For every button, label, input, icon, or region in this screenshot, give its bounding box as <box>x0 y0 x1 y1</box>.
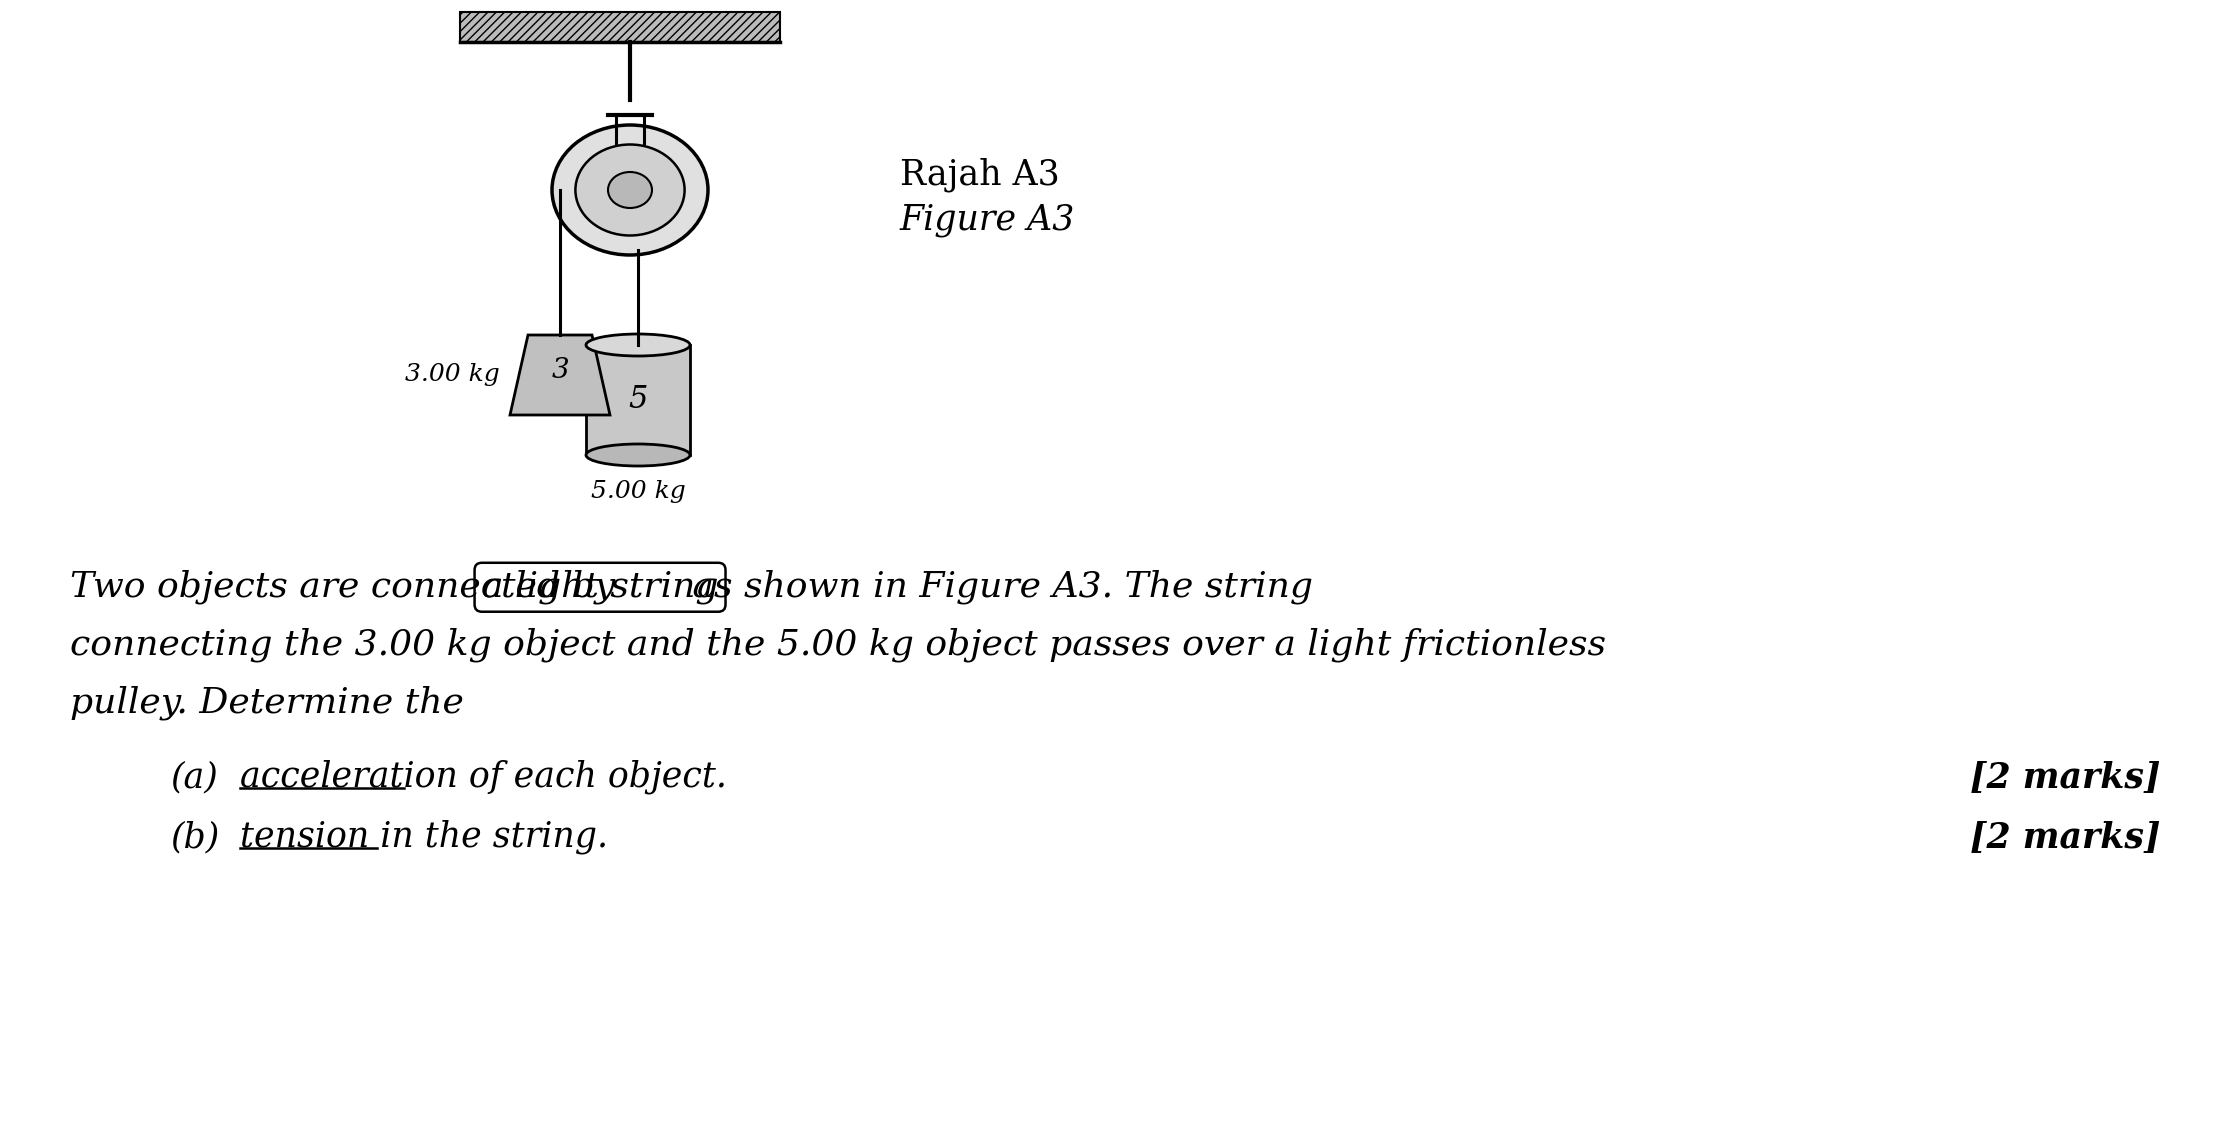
Text: 5: 5 <box>628 385 648 415</box>
Text: (a): (a) <box>169 760 218 794</box>
Text: Rajah A3: Rajah A3 <box>900 157 1060 192</box>
Bar <box>586 345 690 455</box>
Text: [2 marks]: [2 marks] <box>1969 820 2160 854</box>
Ellipse shape <box>575 145 684 235</box>
Bar <box>461 12 779 42</box>
Text: (b): (b) <box>169 820 218 854</box>
Ellipse shape <box>586 334 690 355</box>
Text: 3.00 kg: 3.00 kg <box>405 363 501 386</box>
Ellipse shape <box>552 125 708 255</box>
Text: Figure A3: Figure A3 <box>900 203 1076 237</box>
Text: [2 marks]: [2 marks] <box>1969 760 2160 794</box>
Polygon shape <box>510 335 610 415</box>
Text: Two objects are connected by: Two objects are connected by <box>69 571 626 604</box>
Text: tension in the string.: tension in the string. <box>241 820 608 855</box>
Text: 3: 3 <box>552 358 568 385</box>
Text: 5.00 kg: 5.00 kg <box>590 480 686 503</box>
Text: connecting the 3.00 kg object and the 5.00 kg object passes over a light frictio: connecting the 3.00 kg object and the 5.… <box>69 628 1606 662</box>
Ellipse shape <box>586 444 690 466</box>
Text: as shown in Figure A3. The string: as shown in Figure A3. The string <box>681 571 1312 604</box>
Text: a light string: a light string <box>481 571 719 604</box>
Text: pulley. Determine the: pulley. Determine the <box>69 686 463 720</box>
Text: acceleration of each object.: acceleration of each object. <box>241 760 726 795</box>
Ellipse shape <box>608 172 653 208</box>
